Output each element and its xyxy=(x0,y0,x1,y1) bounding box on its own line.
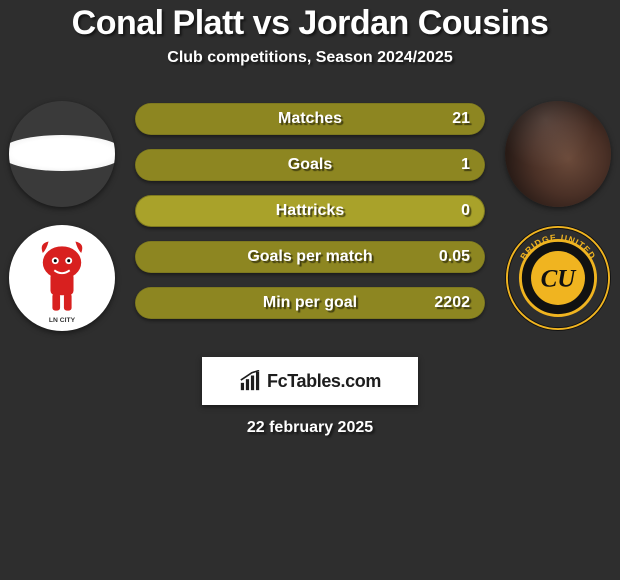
date-text: 22 february 2025 xyxy=(0,419,620,437)
stat-pill: Min per goal 2202 xyxy=(135,287,485,319)
stat-value-right: 2202 xyxy=(434,288,470,318)
left-side: LN CITY xyxy=(7,101,117,331)
chart-icon xyxy=(239,370,261,392)
badge-right-letters: CU xyxy=(541,266,578,293)
stat-pill: Goals per match 0.05 xyxy=(135,241,485,273)
stat-pill: Hattricks 0 xyxy=(135,195,485,227)
stat-label: Min per goal xyxy=(263,294,357,312)
stat-label: Goals per match xyxy=(247,248,372,266)
stat-pill: Goals 1 xyxy=(135,149,485,181)
page-title: Conal Platt vs Jordan Cousins xyxy=(0,4,620,43)
right-side: CU .BRIDGE UNITED. xyxy=(503,101,613,331)
stat-value-right: 0 xyxy=(461,196,470,226)
stat-pill: Matches 21 xyxy=(135,103,485,135)
lincoln-badge-svg: LN CITY xyxy=(14,230,110,326)
stat-label: Goals xyxy=(288,156,332,174)
comparison-row: LN CITY Matches 21 Goals 1 Hattricks 0 Goals p… xyxy=(0,101,620,331)
brand-text: FcTables.com xyxy=(267,371,381,392)
card-content: Conal Platt vs Jordan Cousins Club compe… xyxy=(0,0,620,580)
stat-value-right: 0.05 xyxy=(439,242,470,272)
subtitle: Club competitions, Season 2024/2025 xyxy=(0,49,620,67)
club-badge-left: LN CITY xyxy=(9,225,115,331)
brand-box[interactable]: FcTables.com xyxy=(202,357,418,405)
stat-label: Matches xyxy=(278,110,342,128)
stat-value-right: 21 xyxy=(452,104,470,134)
placeholder-face-shape xyxy=(505,101,611,207)
club-badge-right: CU .BRIDGE UNITED. xyxy=(505,225,611,331)
stat-value-right: 1 xyxy=(461,150,470,180)
cambridge-badge-svg: CU .BRIDGE UNITED. xyxy=(505,225,611,331)
stats-column: Matches 21 Goals 1 Hattricks 0 Goals per match… xyxy=(135,101,485,319)
stat-label: Hattricks xyxy=(276,202,344,220)
player-photo-right xyxy=(505,101,611,207)
placeholder-photo-shape xyxy=(9,135,115,171)
badge-left-text: LN CITY xyxy=(49,317,76,324)
player-photo-left xyxy=(9,101,115,207)
